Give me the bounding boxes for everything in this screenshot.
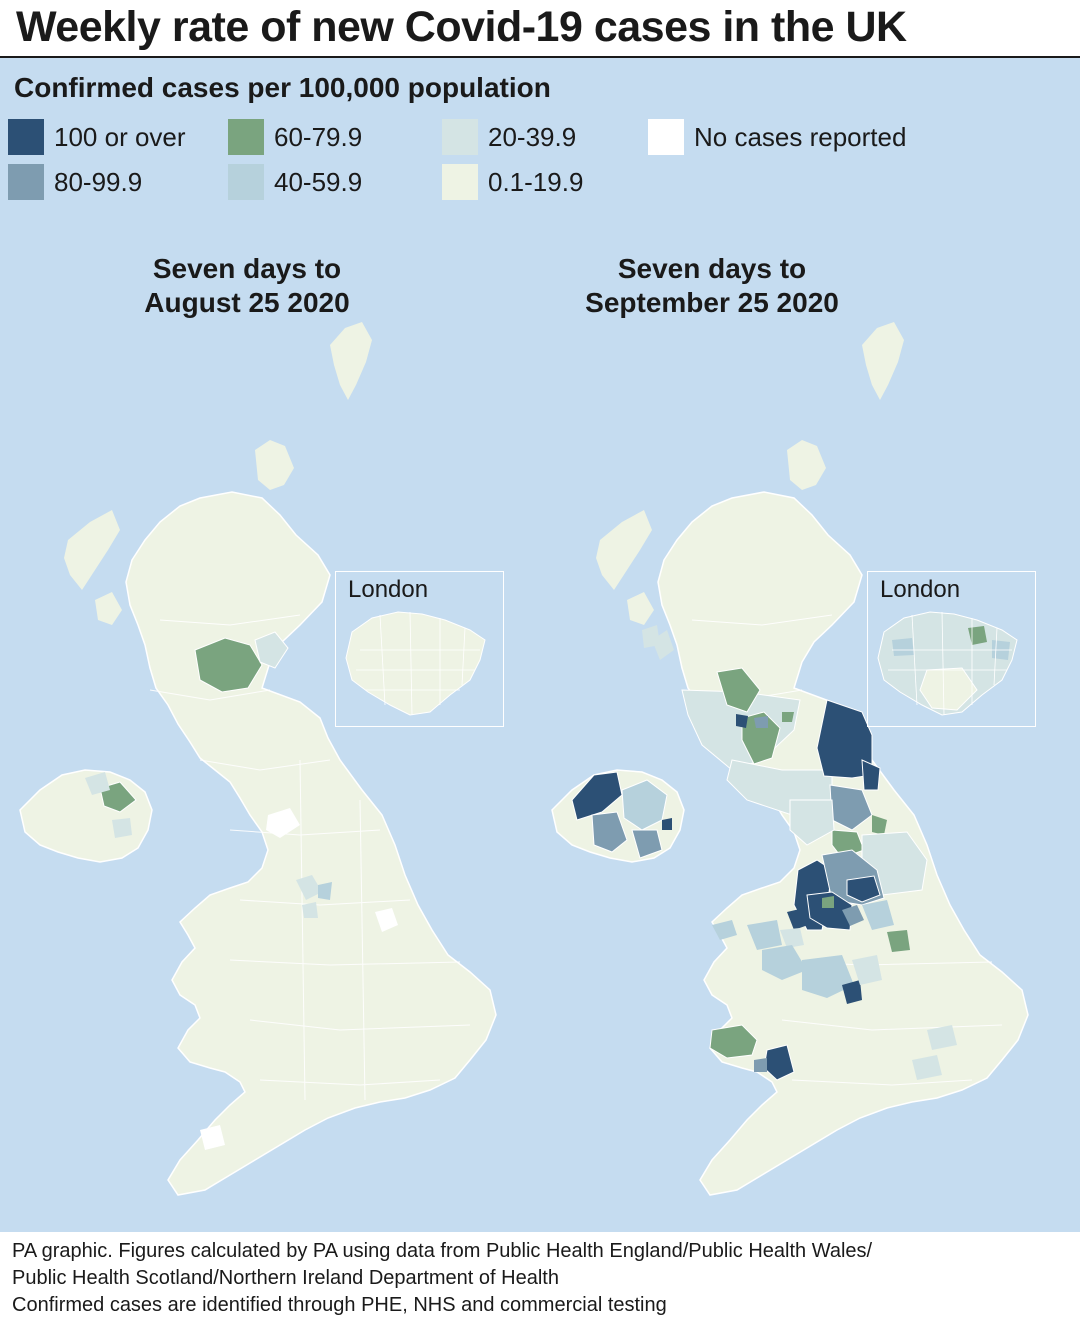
region-sheffield-sep bbox=[862, 900, 894, 930]
region-midlands-w-sep bbox=[802, 955, 854, 998]
london-inset-september: London bbox=[867, 571, 1036, 727]
region-gm-3-sep bbox=[842, 905, 864, 926]
london-label: London bbox=[348, 576, 429, 603]
title-bar: Weekly rate of new Covid-19 cases in the… bbox=[0, 0, 1080, 58]
region-ni-south-sep bbox=[631, 829, 663, 859]
source-footer: PA graphic. Figures calculated by PA usi… bbox=[0, 1232, 1080, 1328]
region-teesside-sep bbox=[872, 815, 887, 835]
region-ni-3-aug bbox=[112, 818, 132, 838]
region-north-aug-3 bbox=[302, 902, 318, 918]
legend-swatch bbox=[228, 119, 264, 155]
region-borders-august bbox=[149, 614, 471, 1101]
london-label: London bbox=[880, 576, 961, 603]
region-lanarkshire-sep bbox=[741, 711, 781, 765]
region-leeds-sep bbox=[846, 875, 881, 903]
legend-label: 0.1-19.9 bbox=[488, 166, 584, 197]
region-ni-west-sep bbox=[591, 811, 628, 853]
region-no-cases-aug-2 bbox=[375, 908, 398, 932]
region-gm-2-sep bbox=[822, 896, 834, 908]
legend-item-no-cases: No cases reported bbox=[648, 119, 906, 155]
region-south-east-sep bbox=[912, 1055, 942, 1080]
legend-swatch bbox=[648, 119, 684, 155]
legend-swatch bbox=[8, 164, 44, 200]
legend-item-60-79: 60-79.9 bbox=[228, 119, 362, 155]
region-wirral-sep bbox=[780, 928, 804, 948]
london-inset-august-map bbox=[345, 611, 486, 716]
region-north-aug-1 bbox=[296, 875, 322, 900]
map-heading-line1: Seven days to bbox=[617, 253, 807, 284]
legend-item-40-59: 40-59.9 bbox=[228, 164, 362, 200]
region-nottingham-sep bbox=[887, 930, 910, 952]
footer-line-2: Public Health Scotland/Northern Ireland … bbox=[12, 1267, 559, 1289]
map-heading-line2: August 25 2020 bbox=[144, 287, 350, 318]
region-east-eng-sep bbox=[927, 1025, 957, 1050]
legend-swatch bbox=[442, 119, 478, 155]
uk-maps-svg bbox=[19, 321, 1029, 1196]
region-belfast-sep bbox=[662, 818, 672, 830]
map-heading-line2: September 25 2020 bbox=[585, 287, 839, 318]
legend-item-0-19: 0.1-19.9 bbox=[442, 164, 583, 200]
region-rct-sep bbox=[754, 1058, 767, 1072]
footer-line-3: Confirmed cases are identified through P… bbox=[12, 1294, 667, 1316]
legend-label: 80-99.9 bbox=[54, 166, 143, 197]
region-wales-mid-sep bbox=[762, 945, 807, 980]
legend-swatch bbox=[442, 164, 478, 200]
legend-label: 40-59.9 bbox=[274, 166, 363, 197]
legend-label: 20-39.9 bbox=[488, 121, 577, 152]
legend-swatch bbox=[8, 119, 44, 155]
region-scot-3-sep bbox=[782, 712, 794, 722]
legend-swatch bbox=[228, 164, 264, 200]
region-north-aug-2 bbox=[318, 882, 332, 900]
region-scot-2-sep bbox=[754, 716, 768, 728]
london-inset-august: London bbox=[335, 571, 504, 727]
region-dundee-aug bbox=[254, 631, 289, 669]
region-manchester-sep bbox=[806, 891, 853, 931]
legend-item-100-or-over: 100 or over bbox=[8, 119, 186, 155]
footer-line-1: PA graphic. Figures calculated by PA usi… bbox=[12, 1240, 873, 1262]
map-heading-line1: Seven days to bbox=[152, 253, 342, 284]
london-inset-september-map bbox=[877, 611, 1018, 716]
region-north-wales-sep bbox=[747, 920, 782, 950]
legend-label: 60-79.9 bbox=[274, 121, 363, 152]
region-midlands-e-sep bbox=[852, 955, 882, 985]
region-birmingham-sep bbox=[842, 980, 862, 1004]
legend-title: Confirmed cases per 100,000 population bbox=[14, 72, 551, 103]
map-heading-september: Seven days to September 25 2020 bbox=[552, 252, 872, 320]
region-no-cases-aug-3 bbox=[200, 1125, 225, 1150]
legend-label: No cases reported bbox=[694, 121, 907, 152]
legend-item-80-99: 80-99.9 bbox=[8, 164, 142, 200]
region-glasgow-area-sep bbox=[716, 667, 761, 713]
region-liverpool-sep bbox=[787, 908, 808, 930]
page-title: Weekly rate of new Covid-19 cases in the… bbox=[16, 3, 907, 51]
region-perth-kinross-aug bbox=[194, 637, 263, 693]
region-carmarthen-sep bbox=[709, 1024, 758, 1059]
region-no-cases-aug-1 bbox=[266, 808, 300, 838]
region-anglesey-sep bbox=[712, 920, 737, 940]
legend-label: 100 or over bbox=[54, 121, 186, 152]
map-heading-august: Seven days to August 25 2020 bbox=[122, 252, 372, 320]
region-skye-sep bbox=[652, 630, 674, 660]
region-tyneside-sep bbox=[861, 759, 881, 791]
region-ni-2-aug bbox=[85, 772, 110, 795]
legend-item-20-39: 20-39.9 bbox=[442, 119, 576, 155]
uk-map-august bbox=[19, 321, 497, 1196]
region-cumbria-sep bbox=[789, 799, 835, 846]
region-northumberland-sep bbox=[816, 699, 873, 779]
region-glasgow-city-sep bbox=[736, 714, 748, 728]
